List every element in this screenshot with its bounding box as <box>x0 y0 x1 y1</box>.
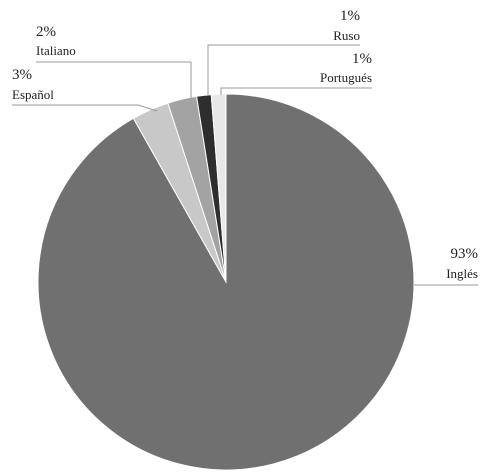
pie-slice-portugués <box>210 93 227 283</box>
data-label-pct-ruso: 1% <box>340 8 360 24</box>
data-label-name-italiano: Italiano <box>36 43 76 58</box>
data-label-pct-inglés: 93% <box>451 246 479 262</box>
leader-line-español <box>12 104 158 112</box>
data-label-name-español: Español <box>12 87 54 102</box>
data-label-pct-español: 3% <box>12 67 32 83</box>
data-label-pct-portugués: 1% <box>352 51 372 67</box>
data-label-pct-italiano: 2% <box>36 24 56 40</box>
pie-slices <box>37 93 415 471</box>
pie-labels: 93% Inglés 3% Español 2% Italiano 1% Ruso 1% Port… <box>12 8 479 286</box>
data-label-name-portugués: Portugués <box>320 70 372 85</box>
data-label-name-ruso: Ruso <box>333 28 360 43</box>
leader-line-italiano <box>36 61 192 98</box>
data-label-name-inglés: Inglés <box>446 266 478 281</box>
leader-line-ruso <box>207 44 360 96</box>
leader-line-portugués <box>220 87 372 95</box>
